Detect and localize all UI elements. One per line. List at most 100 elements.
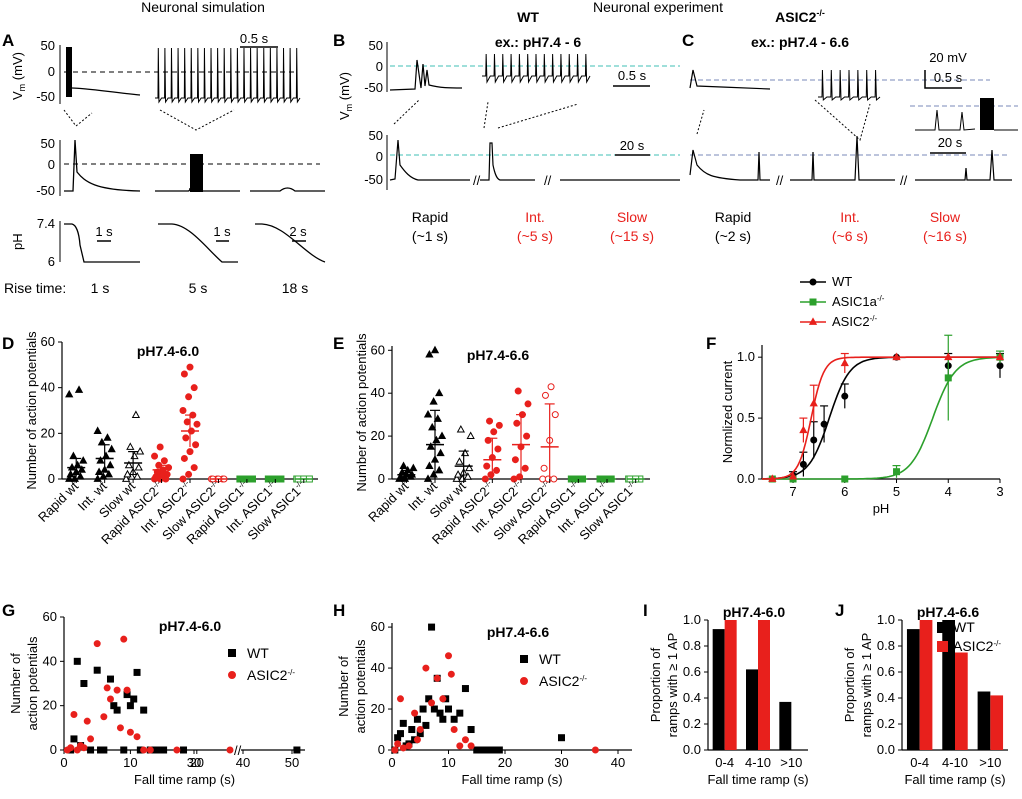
c-zoom-line-rapid [696, 109, 705, 135]
h-point-0-17 [439, 715, 447, 723]
c-top-trace-int [818, 69, 881, 102]
f-legend-marker-2 [808, 317, 818, 325]
d-point-1-3 [94, 467, 104, 476]
f-fit-0 [762, 356, 1000, 480]
g-point-1-21 [226, 746, 234, 754]
c-cat-name-0: Rapid [715, 209, 752, 225]
b-zoom-line-int-right [497, 103, 579, 129]
d-point-0-3 [66, 469, 75, 478]
f-ylabel: Normlized current [720, 360, 735, 463]
g-ytick-label-3: 60 [43, 609, 57, 624]
h-point-0-28 [558, 734, 565, 742]
e-point-2-2 [463, 472, 473, 480]
a-zoom-lines-int [159, 109, 235, 131]
h-point-1-15 [456, 742, 464, 750]
svg-text:Vm (mV): Vm (mV) [337, 72, 354, 120]
a-ph-tick-74: 7.4 [37, 216, 55, 231]
f-legend-marker-1 [809, 298, 817, 306]
d-point-3-11 [151, 452, 159, 460]
g-point-0-18 [140, 706, 148, 714]
b-bot-tick-neg50: -50 [364, 172, 383, 187]
f-fit-1 [762, 356, 1000, 480]
h-point-1-10 [433, 674, 441, 682]
b-bot-trace-rapid [389, 139, 470, 181]
g-point-0-1 [70, 735, 78, 743]
experiment-header: Neuronal experiment [593, 0, 723, 15]
b-top-tick-50: 50 [369, 38, 383, 53]
b-axis-break-1: // [473, 173, 481, 188]
panel-label-h: H [333, 601, 345, 620]
e-point-1-14 [425, 349, 434, 358]
e-point-1-2 [435, 465, 444, 474]
svg-text:Vm (mV): Vm (mV) [10, 52, 27, 100]
d-point-1-10 [103, 433, 112, 441]
g-point-1-12 [113, 686, 121, 694]
h-title: pH7.4-6.6 [487, 624, 549, 640]
e-point-2-5 [465, 463, 474, 472]
g-ytick-label-1: 20 [43, 698, 57, 713]
c-cat-time-1: (~6 s) [832, 228, 868, 244]
j-ylabel-0: Proportion of [842, 647, 857, 722]
f-ytick-label-2: 1.0 [737, 349, 755, 364]
e-point-1-5 [436, 448, 445, 457]
e-point-0-3 [396, 472, 405, 480]
j-ytick-label-3: 0.6 [877, 664, 895, 679]
g-point-1-5 [80, 744, 88, 752]
g-xtick-label-1: 10 [123, 755, 137, 770]
a-top-trace-rapid-burst [66, 47, 72, 97]
d-ytick-label-2: 40 [41, 380, 55, 395]
e-point-1-13 [435, 388, 444, 397]
a-rise-time-1: 1 s [91, 280, 110, 296]
c-cat-time-2: (~16 s) [923, 228, 967, 244]
svg-text:ASIC2-/-: ASIC2-/- [775, 8, 825, 25]
d-point-0-9 [69, 451, 78, 460]
c-scale-bars [924, 70, 962, 89]
h-xtick-label-1: 10 [441, 755, 455, 770]
j-bar-1-0 [942, 620, 955, 750]
h-point-1-2 [396, 695, 404, 703]
f-point-0-5 [841, 392, 849, 400]
g-point-0-4 [80, 680, 88, 687]
j-legend-label-0: WT [953, 619, 975, 635]
g-xlabel: Fall time ramp (s) [134, 772, 235, 787]
h-point-1-4 [405, 742, 413, 750]
b-cat-time-1: (~5 s) [517, 228, 553, 244]
j-ytick-label-5: 1.0 [877, 612, 895, 627]
h-point-1-14 [450, 726, 458, 734]
h-point-1-11 [439, 695, 447, 703]
h-point-1-18 [591, 746, 599, 754]
g-point-1-6 [83, 717, 91, 725]
e-point-0-9 [399, 461, 408, 470]
h-point-0-13 [428, 623, 436, 631]
bar-chart-j: 0.0 0.2 0.4 0.6 0.8 1.0 0-4 4-10 >10 Fall time ra… [842, 604, 1008, 787]
f-point-0-2 [799, 460, 807, 468]
e-point-2-9 [456, 425, 466, 433]
h-point-1-9 [428, 699, 436, 707]
c-cat-name-1: Int. [840, 209, 859, 225]
a-ph-scale-2: 1 s [213, 224, 231, 239]
e-point-1-15 [430, 345, 440, 354]
e-ytick-label-1: 20 [371, 428, 385, 443]
i-ytick-label-2: 0.4 [683, 690, 701, 705]
f-point-2-3 [809, 398, 818, 407]
f-xtick-label-1: 6 [841, 484, 848, 499]
a-top-trace-rapid [71, 87, 141, 96]
h-point-1-13 [447, 670, 455, 678]
c-bot-trace-int [790, 135, 895, 181]
h-point-1-12 [445, 652, 452, 660]
panel-h: H 0 20 40 60 0 10 20 30 40 Fall time ramp (s) Numb… [333, 601, 632, 787]
d-point-0-11 [65, 389, 74, 398]
a-mid-tick-0: 0 [48, 157, 55, 172]
f-point-2-2 [799, 425, 808, 434]
a-rise-time-3: 18 s [282, 280, 308, 296]
e-point-2-3 [453, 470, 463, 478]
j-bar-1-1 [955, 652, 968, 750]
h-ytick-label-0: 0 [378, 742, 385, 757]
h-xtick-label-3: 30 [554, 755, 568, 770]
d-point-0-0 [65, 474, 74, 482]
f-legend-label-1: ASIC1a-/- [832, 294, 885, 309]
b-cat-name-1: Int. [525, 209, 544, 225]
g-point-0-22 [180, 746, 188, 754]
g-point-1-8 [93, 640, 101, 648]
